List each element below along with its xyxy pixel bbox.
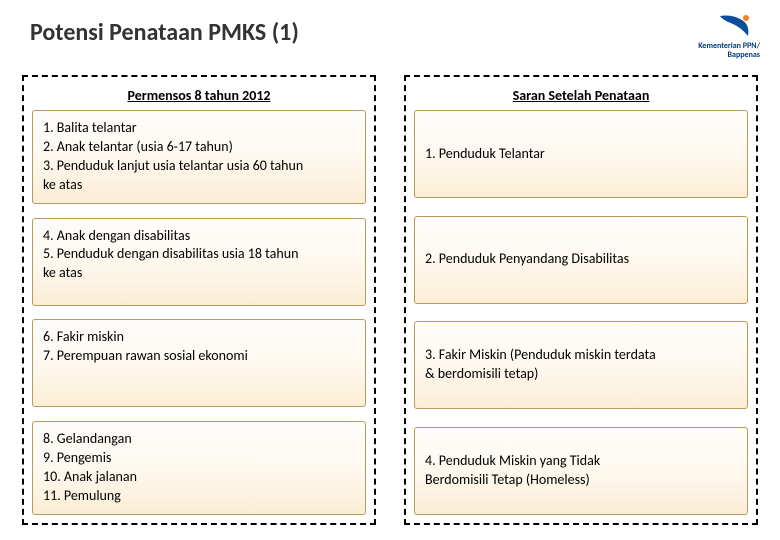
left-box-1: 1. Balita telantar 2. Anak telantar (usi… (32, 110, 366, 204)
left-box-3: 6. Fakir miskin 7. Perempuan rawan sosia… (32, 319, 366, 407)
left-box-4: 8. Gelandangan 9. Pengemis 10. Anak jala… (32, 421, 366, 515)
box-text: 4. Penduduk Miskin yang Tidak Berdomisil… (425, 452, 737, 490)
right-box-1: 1. Penduduk Telantar (414, 110, 748, 198)
box-text: 2. Penduduk Penyandang Disabilitas (425, 250, 737, 269)
box-text: 8. Gelandangan 9. Pengemis 10. Anak jala… (43, 430, 355, 506)
box-text: 4. Anak dengan disabilitas 5. Penduduk d… (43, 227, 355, 284)
left-boxes: 1. Balita telantar 2. Anak telantar (usi… (32, 110, 366, 515)
box-text: 6. Fakir miskin 7. Perempuan rawan sosia… (43, 328, 355, 366)
right-column: Saran Setelah Penataan 1. Penduduk Telan… (404, 75, 758, 525)
box-text: 1. Penduduk Telantar (425, 145, 737, 164)
right-boxes: 1. Penduduk Telantar 2. Penduduk Penyand… (414, 110, 748, 515)
right-header: Saran Setelah Penataan (414, 87, 748, 104)
right-box-4: 4. Penduduk Miskin yang Tidak Berdomisil… (414, 427, 748, 515)
two-column-layout: Permensos 8 tahun 2012 1. Balita telanta… (22, 75, 758, 525)
right-box-3: 3. Fakir Miskin (Penduduk miskin terdata… (414, 321, 748, 409)
page-title: Potensi Penataan PMKS (1) (30, 18, 758, 47)
right-box-2: 2. Penduduk Penyandang Disabilitas (414, 216, 748, 304)
box-text: 3. Fakir Miskin (Penduduk miskin terdata… (425, 346, 737, 384)
logo-line2: Bappenas (728, 50, 760, 60)
bappenas-logo: Kementerian PPN/ Bappenas (670, 14, 760, 58)
left-column: Permensos 8 tahun 2012 1. Balita telanta… (22, 75, 376, 525)
left-box-2: 4. Anak dengan disabilitas 5. Penduduk d… (32, 218, 366, 306)
box-text: 1. Balita telantar 2. Anak telantar (usi… (43, 119, 355, 195)
left-header: Permensos 8 tahun 2012 (32, 87, 366, 104)
